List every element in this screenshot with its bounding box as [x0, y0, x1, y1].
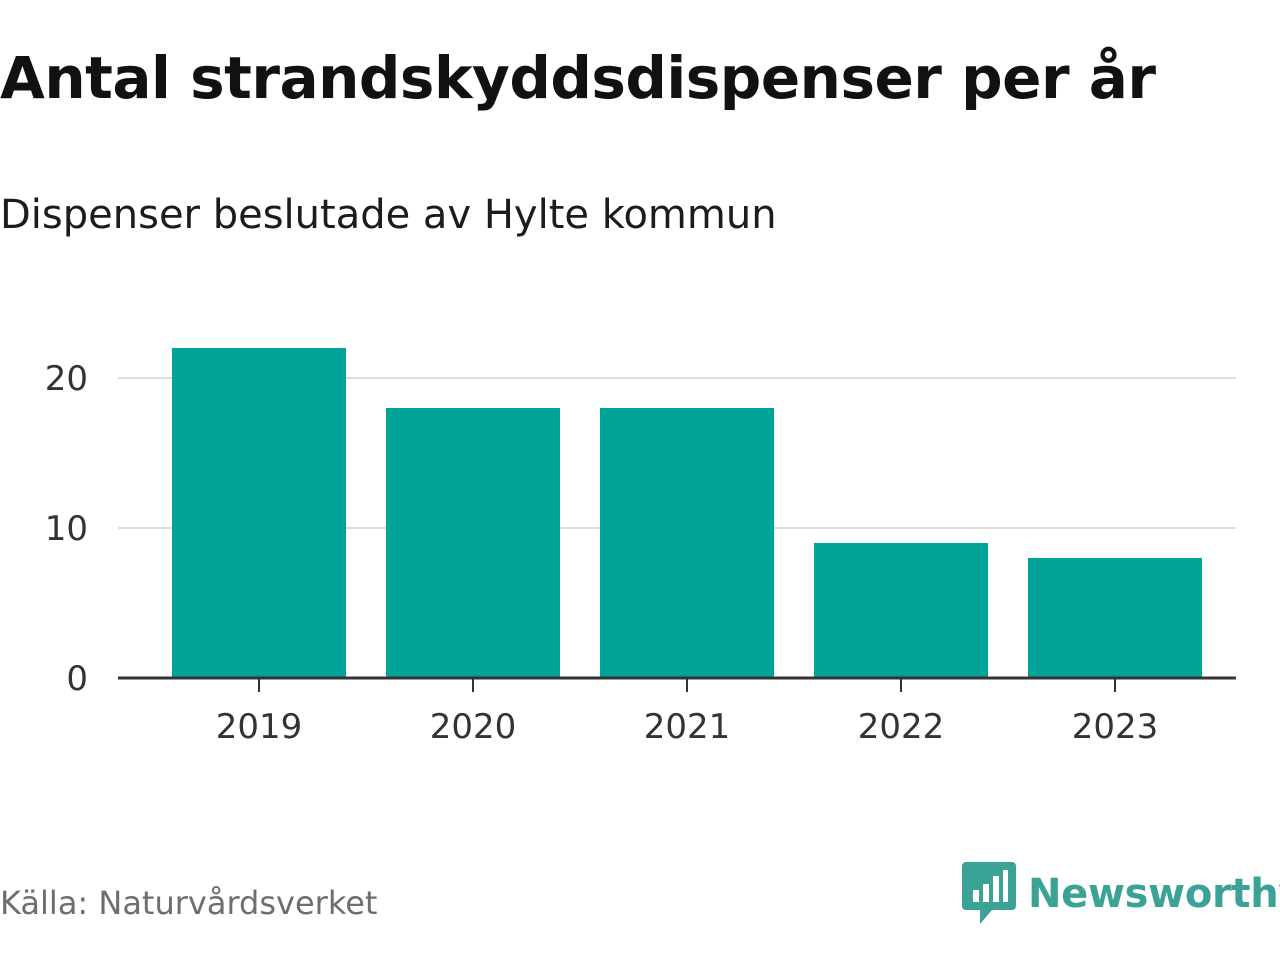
x-tick-label: 2023	[1072, 707, 1159, 747]
chart-subtitle: Dispenser beslutade av Hylte kommun	[0, 192, 777, 238]
brand-logo: Newsworthy	[962, 862, 1280, 926]
bar-2022	[814, 543, 988, 678]
bar-2023	[1028, 558, 1202, 678]
bar-2021	[600, 408, 774, 678]
bar-2020	[386, 408, 560, 678]
y-tick-label: 10	[45, 509, 88, 549]
chart-title: Antal strandskyddsdispenser per år	[0, 44, 1156, 112]
x-tick-label: 2022	[858, 707, 945, 747]
brand-name: Newsworthy	[1028, 871, 1280, 917]
bar-2019	[172, 348, 346, 678]
y-tick-label: 0	[66, 659, 88, 699]
y-tick-label: 20	[45, 359, 88, 399]
x-tick-label: 2020	[430, 707, 517, 747]
source-note: Källa: Naturvårdsverket	[0, 884, 378, 922]
x-tick-label: 2021	[644, 707, 731, 747]
x-tick-label: 2019	[216, 707, 303, 747]
newsworthy-logo-icon	[962, 862, 1016, 924]
